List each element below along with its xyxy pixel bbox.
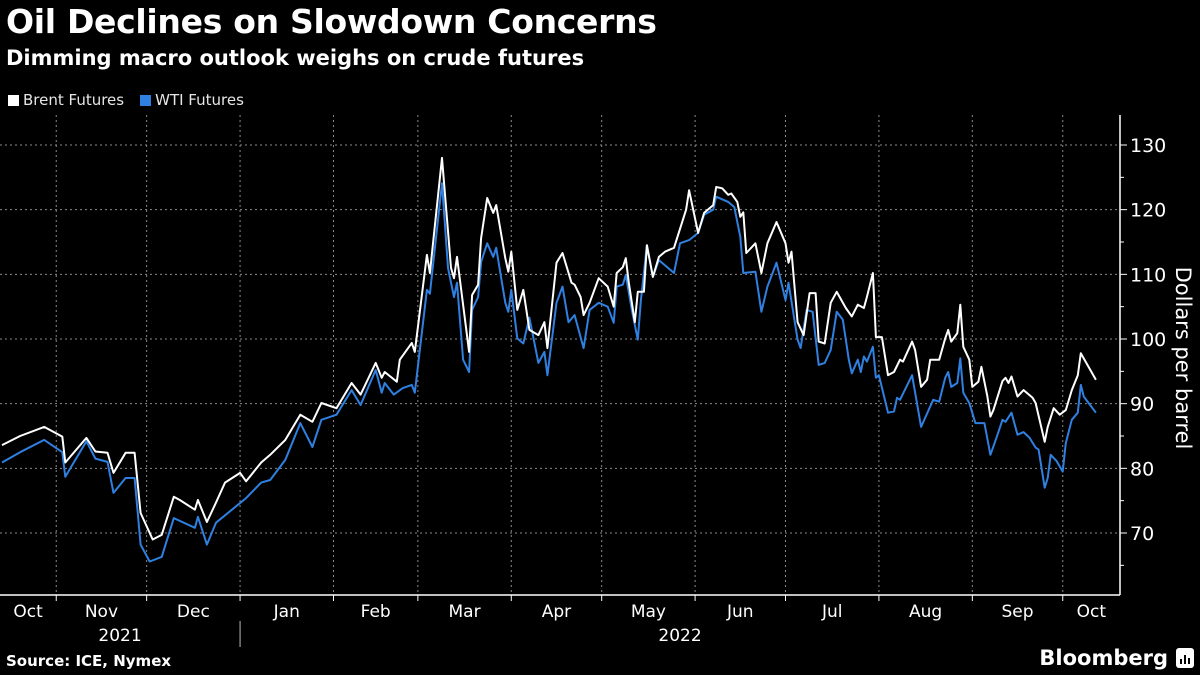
x-month-label: Mar — [449, 602, 481, 622]
brand-name: Bloomberg — [1039, 646, 1168, 670]
legend-label-wti: WTI Futures — [155, 91, 244, 109]
x-month-label: Dec — [177, 602, 210, 622]
x-month-label: Apr — [542, 602, 571, 622]
x-month-label: Feb — [361, 602, 391, 622]
axes: 70 80 90 100 110 120 130 Oct Nov Dec Jan Feb Mar Apr M… — [0, 115, 1166, 647]
y-tick-label: 80 — [1130, 458, 1154, 480]
chart-title: Oil Declines on Slowdown Concerns — [6, 2, 657, 41]
legend: Brent Futures WTI Futures — [8, 91, 244, 109]
chart-subtitle: Dimming macro outlook weighs on crude fu… — [6, 46, 585, 70]
source-note: Source: ICE, Nymex — [6, 652, 172, 670]
x-month-label: Sep — [1002, 602, 1034, 622]
x-month-label: Jun — [726, 602, 754, 622]
y-tick-label: 120 — [1130, 200, 1166, 222]
bloomberg-logo: Bloomberg — [1039, 646, 1194, 670]
y-axis-label: Dollars per barrel — [1171, 267, 1195, 450]
x-month-label: Nov — [85, 602, 118, 622]
y-tick-label: 110 — [1130, 264, 1166, 286]
x-month-label: May — [631, 602, 666, 622]
x-month-label: Jul — [821, 602, 843, 622]
grid — [0, 115, 1120, 595]
x-month-label: Oct — [1077, 602, 1107, 622]
bloomberg-chart-icon — [1176, 648, 1194, 668]
y-tick-label: 100 — [1130, 329, 1166, 351]
legend-swatch-brent — [8, 94, 19, 106]
legend-label-brent: Brent Futures — [23, 91, 125, 109]
y-tick-label: 70 — [1130, 523, 1154, 545]
legend-swatch-wti — [140, 94, 152, 106]
series-line-brent — [1, 156, 1097, 541]
x-month-label: Oct — [13, 602, 43, 622]
y-tick-label: 130 — [1130, 135, 1166, 157]
legend-item-wti: WTI Futures — [140, 91, 244, 109]
legend-item-brent: Brent Futures — [8, 91, 124, 109]
x-month-label: Jan — [273, 602, 300, 622]
y-tick-label: 90 — [1130, 394, 1154, 416]
x-month-label: Aug — [909, 602, 942, 622]
x-year-label: 2021 — [98, 626, 141, 646]
series-line-wti — [1, 182, 1097, 563]
x-year-label: 2022 — [658, 626, 701, 646]
series-lines — [1, 156, 1097, 563]
